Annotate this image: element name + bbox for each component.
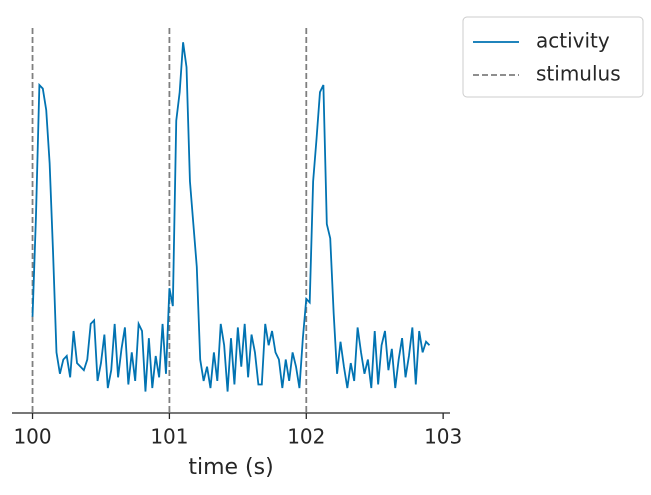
x-tick-label: 101 [150,425,188,449]
x-axis-label: time (s) [188,455,273,480]
legend-label: stimulus [536,62,621,86]
legend-box [462,16,644,98]
activity-line [31,42,431,392]
x-tick-label: 100 [13,425,51,449]
legend-label: activity [536,29,610,53]
x-tick-label: 103 [424,425,462,449]
x-tick-label: 102 [287,425,325,449]
